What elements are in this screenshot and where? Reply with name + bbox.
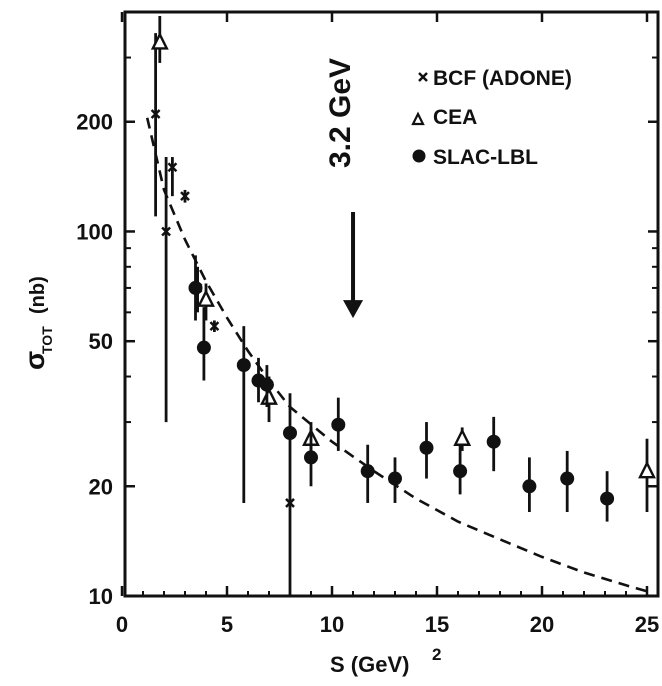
fit-curve-layer (145, 117, 648, 593)
circle-data-point (600, 491, 615, 506)
x-axis-label: S (GeV) (330, 652, 409, 677)
annotation-text: 3.2 GeV (324, 58, 357, 168)
circle-data-point (419, 440, 434, 455)
x-data-point (180, 191, 190, 202)
circle-data-point (486, 434, 501, 449)
triangle-data-point (150, 31, 169, 50)
x-data-point (161, 226, 171, 237)
plot-frame (123, 10, 660, 598)
y-tick-label: 100 (76, 219, 113, 244)
triangle-data-point (453, 428, 472, 446)
data-points-layer (150, 16, 656, 596)
circle-data-point (304, 450, 318, 465)
y-tick-label: 20 (89, 474, 113, 499)
circle-data-point (188, 280, 203, 295)
arrow-head (343, 300, 364, 319)
triangle-marker-icon (411, 111, 425, 126)
circle-data-point (388, 471, 402, 486)
x-tick-label: 15 (425, 612, 449, 637)
circle-data-point (196, 340, 211, 355)
legend: BCF (ADONE) CEA SLAC-LBL (411, 67, 572, 169)
threshold-annotation: 3.2 GeV (324, 58, 364, 319)
legend-item-slac: SLAC-LBL (412, 146, 538, 169)
axis-ticks: 0 5 10 15 20 25 10 20 50 100 200 (76, 12, 659, 637)
y-tick-label: 200 (76, 110, 113, 135)
x-axis-title: S (GeV) 2 (330, 645, 441, 677)
circle-data-point (283, 425, 297, 440)
y-axis-symbol: σ (19, 351, 50, 370)
y-tick-label: 10 (89, 584, 113, 609)
x-data-point (285, 498, 295, 508)
legend-label-bcf: BCF (ADONE) (433, 67, 572, 90)
series-x (150, 33, 295, 596)
x-tick-label: 5 (221, 612, 233, 637)
series-triangle (150, 16, 656, 512)
x-marker-icon (418, 72, 428, 82)
series-circle (188, 255, 615, 522)
legend-item-bcf: BCF (ADONE) (418, 67, 572, 90)
triangle-data-point (638, 460, 656, 479)
legend-label-cea: CEA (433, 106, 477, 129)
legend-item-cea: CEA (411, 106, 477, 129)
x-data-point (209, 321, 220, 331)
circle-data-point (331, 417, 346, 432)
x-tick-label: 20 (530, 612, 554, 637)
circle-data-point (522, 479, 537, 494)
y-axis-title: σ TOT (nb) (19, 276, 55, 370)
circle-data-point (560, 471, 575, 486)
x-tick-label: 25 (635, 612, 659, 637)
x-data-point (167, 162, 178, 173)
x-axis-label-superscript: 2 (432, 645, 441, 664)
circle-data-point (259, 377, 274, 392)
x-tick-label: 0 (116, 612, 128, 637)
x-data-point (150, 109, 161, 119)
y-tick-label: 50 (89, 329, 113, 354)
circle-data-point (360, 464, 375, 479)
triangle-data-point (197, 288, 215, 307)
circle-marker-icon (412, 149, 426, 163)
y-axis-unit: (nb) (27, 276, 49, 314)
y-axis-subscript: TOT (39, 326, 55, 354)
circle-data-point (236, 358, 251, 373)
down-arrow-icon (343, 212, 364, 319)
dashed-fit-curve (145, 117, 648, 593)
legend-label-slac: SLAC-LBL (433, 146, 538, 169)
x-tick-label: 10 (320, 612, 344, 637)
circle-data-point (453, 464, 468, 479)
triangle-data-point (260, 386, 278, 405)
